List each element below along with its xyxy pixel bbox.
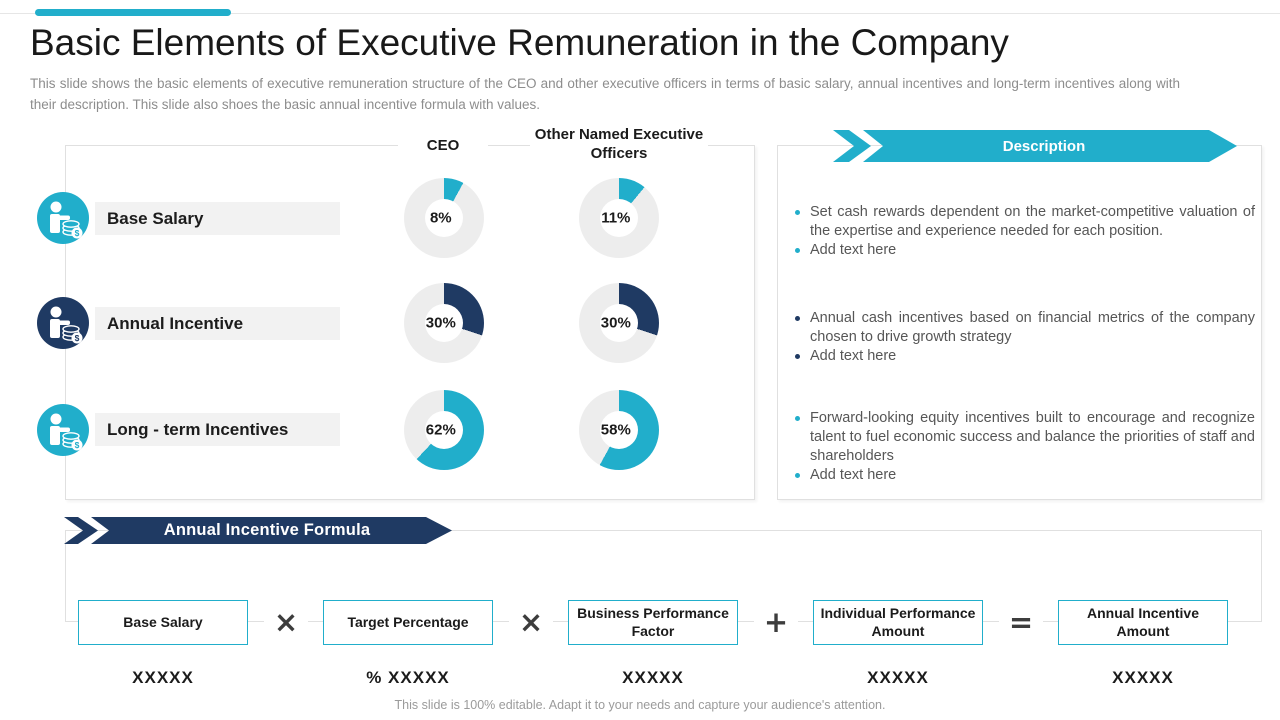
description-block-annual-incentive: Annual cash incentives based on financia… bbox=[786, 309, 1255, 366]
description-bullet: Forward-looking equity incentives built … bbox=[786, 409, 1255, 466]
editable-note: This slide is 100% editable. Adapt it to… bbox=[394, 698, 886, 712]
multiply-operator: × bbox=[509, 599, 553, 644]
donut-value-label: 30% bbox=[600, 314, 631, 332]
formula-box-business-performance-factor: Business Performance Factor bbox=[568, 600, 738, 645]
formula-box-individual-performance-amount: Individual Performance Amount bbox=[813, 600, 983, 645]
column-header-ceo: CEO bbox=[398, 134, 488, 158]
plus-operator: + bbox=[754, 599, 798, 644]
description-block-base-salary: Set cash rewards dependent on the market… bbox=[786, 203, 1255, 260]
donut-value-label: 62% bbox=[425, 421, 456, 439]
donut-chart-long-term-incentives-ceo: 62% bbox=[404, 390, 484, 470]
donut-chart-base-salary-ceo: 8% bbox=[404, 178, 484, 258]
donut-value-label: 58% bbox=[600, 421, 631, 439]
donut-value-label: 30% bbox=[425, 314, 456, 332]
description-bullet: Set cash rewards dependent on the market… bbox=[786, 203, 1255, 241]
page-title: Basic Elements of Executive Remuneration… bbox=[30, 22, 1009, 63]
equals-operator: = bbox=[999, 599, 1043, 644]
svg-text:$: $ bbox=[75, 440, 80, 450]
donut-chart-annual-incentive-oneo: 30% bbox=[579, 283, 659, 363]
page-subtitle: This slide shows the basic elements of e… bbox=[30, 76, 1180, 112]
formula-box-annual-incentive-amount: Annual Incentive Amount bbox=[1058, 600, 1228, 645]
description-header-label: Description bbox=[1002, 137, 1086, 155]
annual-incentive-formula-banner: Annual Incentive Formula bbox=[64, 517, 452, 544]
description-panel: Set cash rewards dependent on the market… bbox=[777, 145, 1262, 500]
description-bullet: Annual cash incentives based on financia… bbox=[786, 309, 1255, 347]
svg-text:$: $ bbox=[75, 333, 80, 343]
formula-value-individual-performance-amount: XXXXX bbox=[867, 668, 929, 687]
accent-bar bbox=[35, 9, 231, 16]
description-bullet-placeholder: Add text here bbox=[786, 347, 1255, 366]
multiply-operator: × bbox=[264, 599, 308, 644]
formula-box-target-percentage: Target Percentage bbox=[323, 600, 493, 645]
svg-text:$: $ bbox=[75, 228, 80, 238]
executive-money-icon: $ bbox=[37, 192, 89, 244]
formula-value-target-percentage: % XXXXX bbox=[366, 668, 450, 687]
column-header-other-named-executive-officers: Other Named Executive Officers bbox=[530, 123, 708, 166]
annual-incentive-formula-label: Annual Incentive Formula bbox=[163, 521, 371, 539]
executive-money-icon: $ bbox=[37, 404, 89, 456]
top-divider-line bbox=[0, 13, 1280, 14]
formula-value-business-performance-factor: XXXXX bbox=[622, 668, 684, 687]
executive-money-icon: $ bbox=[37, 297, 89, 349]
description-bullet-placeholder: Add text here bbox=[786, 466, 1255, 485]
row-label-annual-incentive: Annual Incentive bbox=[95, 307, 340, 340]
description-header-banner: Description bbox=[833, 130, 1237, 162]
donut-value-label: 8% bbox=[429, 209, 452, 227]
description-block-long-term-incentives: Forward-looking equity incentives built … bbox=[786, 409, 1255, 485]
formula-value-annual-incentive-amount: XXXXX bbox=[1112, 668, 1174, 687]
row-label-base-salary: Base Salary bbox=[95, 202, 340, 235]
donut-chart-base-salary-oneo: 11% bbox=[579, 178, 659, 258]
donut-chart-long-term-incentives-oneo: 58% bbox=[579, 390, 659, 470]
donut-chart-annual-incentive-ceo: 30% bbox=[404, 283, 484, 363]
row-label-long-term-incentives: Long - term Incentives bbox=[95, 413, 340, 446]
formula-value-base-salary: XXXXX bbox=[132, 668, 194, 687]
description-bullet-placeholder: Add text here bbox=[786, 241, 1255, 260]
formula-box-base-salary: Base Salary bbox=[78, 600, 248, 645]
donut-value-label: 11% bbox=[601, 209, 631, 227]
